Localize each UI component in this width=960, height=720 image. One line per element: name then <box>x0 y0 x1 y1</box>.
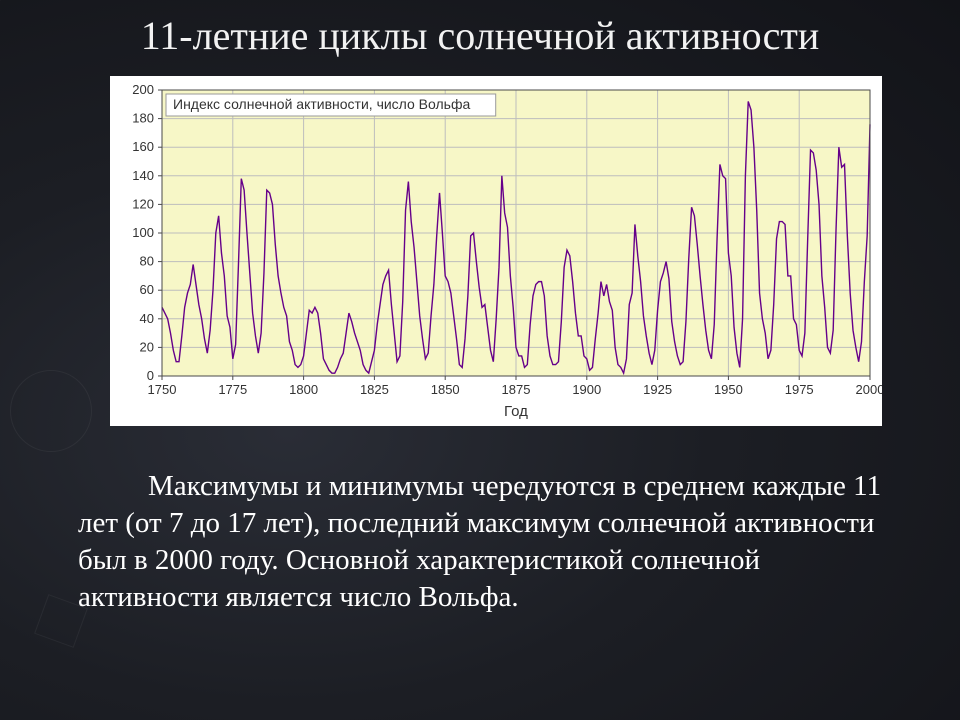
solar-activity-chart: 0 20 40 60 80 100 120 140 160 180 200 1750 1775 1800 1… <box>110 76 882 426</box>
svg-text:20: 20 <box>140 339 154 354</box>
svg-text:80: 80 <box>140 254 154 269</box>
svg-text:120: 120 <box>132 196 154 211</box>
svg-text:180: 180 <box>132 111 154 126</box>
svg-text:1950: 1950 <box>714 382 743 397</box>
body-text-content: Максимумы и минимумы чередуются в средне… <box>78 470 881 613</box>
body-paragraph: Максимумы и минимумы чередуются в средне… <box>78 468 900 616</box>
slide: 11-летние циклы солнечной активности 0 20… <box>0 0 960 720</box>
svg-text:Индекс солнечной активности, ч: Индекс солнечной активности, число Вольф… <box>173 96 470 112</box>
svg-text:1900: 1900 <box>572 382 601 397</box>
svg-text:140: 140 <box>132 168 154 183</box>
svg-text:1850: 1850 <box>431 382 460 397</box>
svg-text:2000: 2000 <box>856 382 882 397</box>
svg-text:1825: 1825 <box>360 382 389 397</box>
svg-text:0: 0 <box>147 368 154 383</box>
svg-text:1925: 1925 <box>643 382 672 397</box>
svg-text:1750: 1750 <box>148 382 177 397</box>
svg-text:160: 160 <box>132 139 154 154</box>
svg-text:60: 60 <box>140 282 154 297</box>
background-decor <box>10 370 92 452</box>
svg-text:1875: 1875 <box>502 382 531 397</box>
chart-svg: 0 20 40 60 80 100 120 140 160 180 200 1750 1775 1800 1… <box>110 76 882 426</box>
svg-text:40: 40 <box>140 311 154 326</box>
svg-text:1975: 1975 <box>785 382 814 397</box>
svg-text:Год: Год <box>504 403 528 420</box>
svg-text:1775: 1775 <box>218 382 247 397</box>
slide-title: 11-летние циклы солнечной активности <box>0 12 960 59</box>
svg-text:1800: 1800 <box>289 382 318 397</box>
svg-text:100: 100 <box>132 225 154 240</box>
svg-text:200: 200 <box>132 82 154 97</box>
